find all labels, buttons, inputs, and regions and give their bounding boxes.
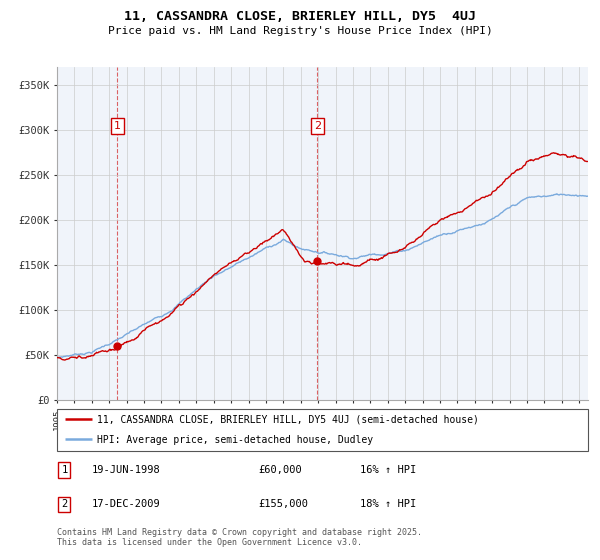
Text: 19-JUN-1998: 19-JUN-1998 <box>92 465 160 475</box>
Text: 11, CASSANDRA CLOSE, BRIERLEY HILL, DY5  4UJ: 11, CASSANDRA CLOSE, BRIERLEY HILL, DY5 … <box>124 10 476 23</box>
Text: 16% ↑ HPI: 16% ↑ HPI <box>359 465 416 475</box>
Text: HPI: Average price, semi-detached house, Dudley: HPI: Average price, semi-detached house,… <box>97 435 373 445</box>
Text: Price paid vs. HM Land Registry's House Price Index (HPI): Price paid vs. HM Land Registry's House … <box>107 26 493 36</box>
Text: 2: 2 <box>314 121 321 130</box>
Text: 2: 2 <box>61 500 67 510</box>
Text: £60,000: £60,000 <box>259 465 302 475</box>
Text: Contains HM Land Registry data © Crown copyright and database right 2025.
This d: Contains HM Land Registry data © Crown c… <box>57 528 422 547</box>
Text: £155,000: £155,000 <box>259 500 309 510</box>
Text: 18% ↑ HPI: 18% ↑ HPI <box>359 500 416 510</box>
Text: 1: 1 <box>61 465 67 475</box>
Text: 1: 1 <box>114 121 121 130</box>
Text: 17-DEC-2009: 17-DEC-2009 <box>92 500 160 510</box>
Text: 11, CASSANDRA CLOSE, BRIERLEY HILL, DY5 4UJ (semi-detached house): 11, CASSANDRA CLOSE, BRIERLEY HILL, DY5 … <box>97 415 479 424</box>
